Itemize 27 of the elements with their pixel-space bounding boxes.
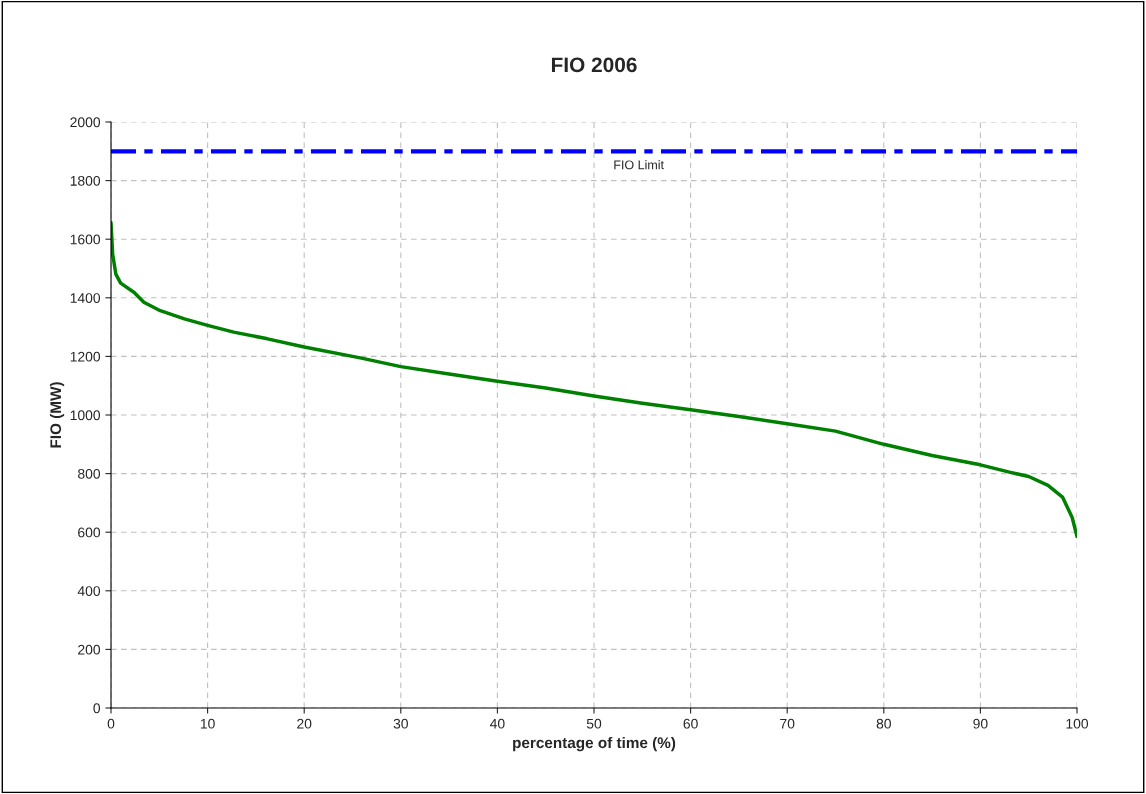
y-tick-label: 400: [77, 586, 101, 596]
line-series: [111, 220, 1077, 539]
y-tick-label: 1000: [70, 410, 101, 421]
x-tick-label: 60: [683, 718, 698, 729]
ref-line-label: FIO Limit: [614, 160, 664, 170]
chart-title: FIO 2006: [551, 57, 637, 73]
y-tick-label: 1800: [70, 175, 101, 186]
x-tick-label: 0: [107, 718, 115, 729]
y-tick-label: 1200: [70, 351, 101, 362]
x-tick-label: 80: [876, 718, 891, 729]
y-tick-label: 2000: [70, 117, 101, 128]
y-tick-label: 600: [78, 527, 101, 538]
x-tick-label: 50: [586, 718, 602, 729]
y-tick-label: 1600: [70, 234, 101, 245]
y-axis-title: FIO (MW): [49, 382, 65, 448]
x-tick-label: 70: [780, 718, 795, 729]
x-tick-label: 30: [393, 718, 408, 729]
y-tick-label: 200: [78, 644, 101, 655]
y-tick-label: 1400: [70, 293, 101, 303]
x-tick-label: 100: [1066, 718, 1089, 729]
y-tick-label: 800: [78, 468, 101, 479]
x-tick-label: 10: [200, 718, 215, 729]
x-tick-label: 90: [973, 718, 988, 729]
x-tick-label: 20: [297, 718, 312, 729]
y-tick-label: 0: [93, 703, 101, 714]
x-tick-label: 40: [490, 718, 505, 729]
x-axis-title: percentage of time (%): [513, 736, 676, 752]
